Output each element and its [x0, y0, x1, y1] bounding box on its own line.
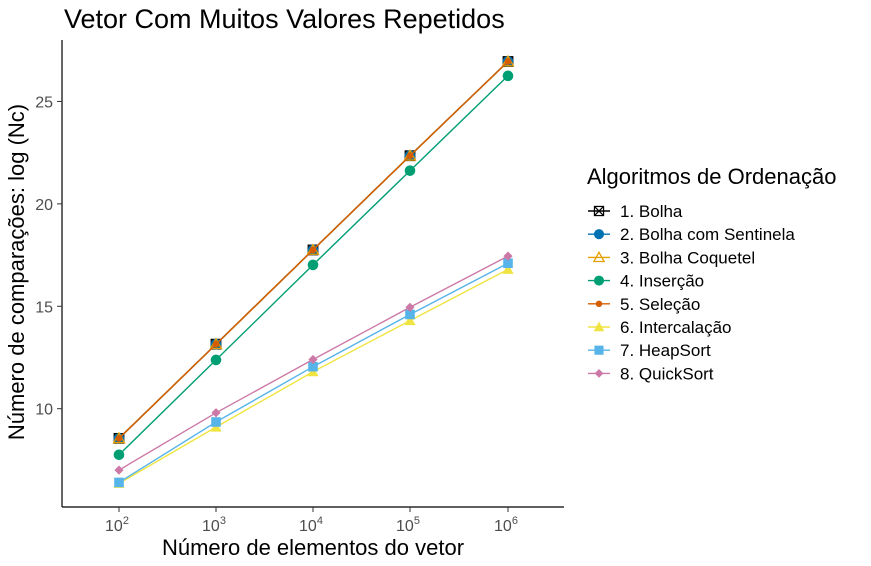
data-point	[114, 477, 124, 488]
series-layer	[112, 54, 515, 488]
x-tick-label: 105	[396, 515, 420, 535]
legend-marker	[594, 345, 604, 355]
series-4	[113, 70, 514, 461]
legend-marker	[593, 229, 605, 240]
y-tick-label: 10	[35, 402, 53, 419]
axes: 10 15 20 25 102 103 104 105 106	[35, 40, 564, 535]
data-point	[307, 259, 319, 271]
x-tick-label: 106	[494, 515, 518, 535]
legend-title: Algoritmos de Ordenação	[587, 164, 836, 189]
data-point	[404, 165, 416, 176]
y-tick-label: 20	[35, 197, 53, 214]
series-8	[114, 251, 513, 475]
legend-marker	[593, 205, 605, 217]
legend-item: 6. Intercalação	[588, 318, 732, 337]
series-7	[114, 258, 513, 488]
x-tick-label: 103	[202, 515, 226, 535]
data-point	[114, 465, 124, 475]
legend-marker	[594, 369, 604, 378]
legend-label: 5. Seleção	[620, 295, 700, 314]
data-point	[113, 449, 125, 461]
legend-item: 8. QuickSort	[588, 364, 714, 383]
data-point	[308, 361, 318, 372]
data-point	[406, 152, 414, 160]
x-tick-label: 102	[105, 515, 129, 535]
legend: Algoritmos de Ordenação 1. Bolha 2. Bolha…	[587, 164, 836, 383]
data-point	[502, 70, 514, 82]
legend-item: 4. Inserção	[588, 272, 704, 291]
legend-marker	[592, 250, 606, 263]
data-point	[503, 258, 513, 269]
legend-marker	[593, 321, 605, 332]
chart-title: Vetor Com Muitos Valores Repetidos	[64, 4, 505, 34]
legend-item: 1. Bolha	[588, 202, 683, 221]
legend-marker	[593, 275, 605, 286]
legend-label: 6. Intercalação	[620, 318, 732, 337]
x-axis-title: Número de elementos do vetor	[162, 535, 464, 560]
data-point	[211, 408, 221, 418]
data-point	[504, 58, 512, 65]
data-point	[211, 417, 221, 427]
data-point	[210, 354, 222, 366]
series-5	[115, 58, 512, 442]
series-6	[113, 263, 514, 488]
legend-label: 2. Bolha com Sentinela	[620, 225, 795, 244]
data-point	[115, 434, 123, 442]
legend-label: 3. Bolha Coquetel	[620, 248, 755, 267]
legend-label: 1. Bolha	[620, 202, 683, 221]
y-axis-title: Número de comparações: log (Nc)	[4, 104, 29, 440]
legend-label: 7. HeapSort	[620, 341, 711, 360]
series-line	[118, 268, 509, 485]
y-tick-label: 15	[35, 299, 53, 316]
data-point	[212, 340, 220, 348]
data-point	[309, 246, 317, 254]
legend-item: 5. Seleção	[588, 295, 700, 314]
legend-item: 3. Bolha Coquetel	[588, 248, 755, 267]
data-point	[405, 302, 415, 312]
x-tick-label: 104	[299, 515, 323, 535]
y-tick-label: 25	[35, 94, 53, 111]
legend-item: 2. Bolha com Sentinela	[588, 225, 795, 244]
legend-marker	[595, 300, 603, 308]
legend-label: 8. QuickSort	[620, 364, 714, 383]
legend-label: 4. Inserção	[620, 272, 704, 291]
data-point	[503, 251, 513, 261]
data-point	[502, 263, 514, 274]
data-point	[404, 315, 416, 326]
data-point	[308, 354, 318, 365]
legend-item: 7. HeapSort	[588, 341, 711, 360]
data-point	[405, 309, 415, 320]
